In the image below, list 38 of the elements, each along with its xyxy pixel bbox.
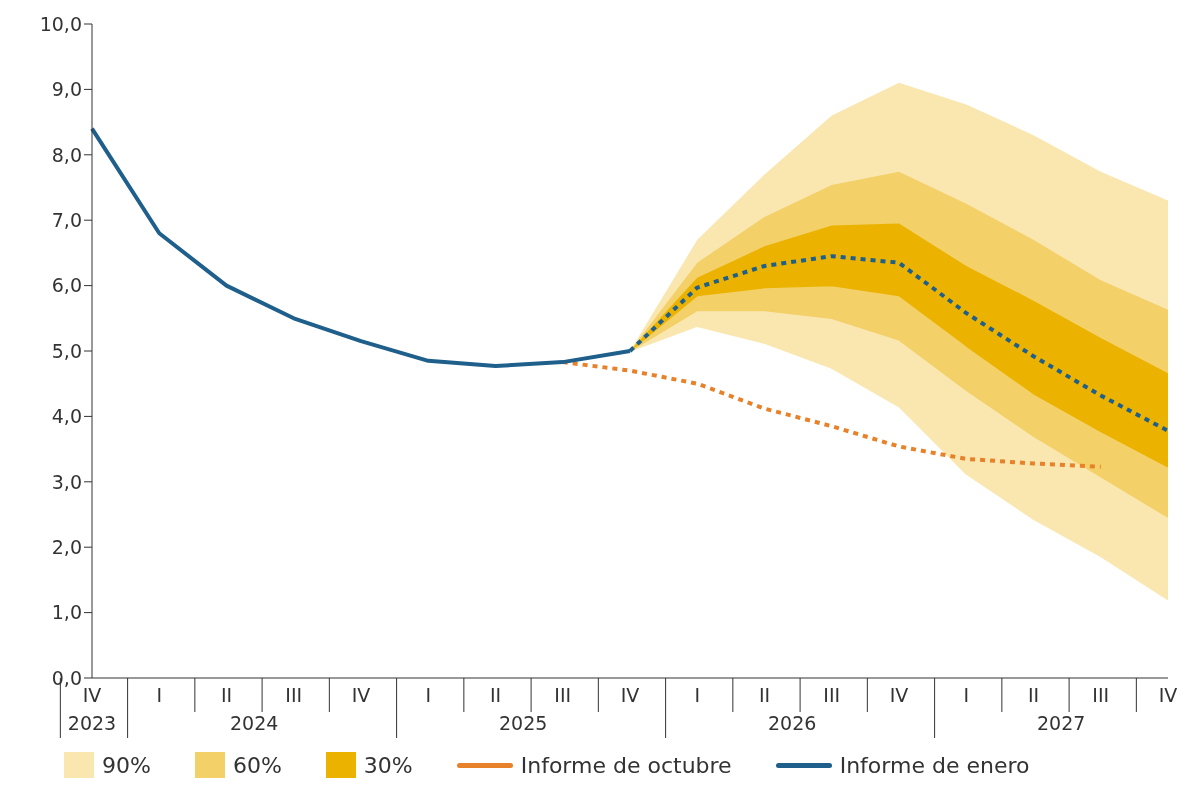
x-tick-label: IV <box>620 684 640 706</box>
legend-label: Informe de enero <box>839 752 1030 778</box>
y-tick-label: 10,0 <box>39 12 82 35</box>
x-tick-label: II <box>489 684 502 706</box>
y-tick-label: 5,0 <box>51 339 82 362</box>
x-tick-label: IV <box>889 684 909 706</box>
text: 2026 <box>768 712 817 734</box>
x-tick-label: IV <box>82 684 102 706</box>
y-tick-label: 8,0 <box>51 143 82 166</box>
legend-label: 60% <box>232 752 282 778</box>
legend-label: 30% <box>363 752 413 778</box>
x-tick-label: II <box>758 684 771 706</box>
x-tick-label: III <box>554 684 572 706</box>
text: 2025 <box>499 712 548 734</box>
y-tick-label: 4,0 <box>51 405 82 428</box>
legend-label: Informe de octubre <box>520 752 732 778</box>
x-tick-label: II <box>220 684 233 706</box>
x-tick-label: II <box>1027 684 1040 706</box>
y-tick-label: 0,0 <box>51 666 82 689</box>
y-tick-label: 1,0 <box>51 601 82 624</box>
y-tick-label: 3,0 <box>51 470 82 493</box>
x-tick-label: I <box>156 684 163 706</box>
text: 2024 <box>230 712 279 734</box>
x-tick-label: IV <box>351 684 371 706</box>
x-tick-label: I <box>963 684 970 706</box>
text: 2023 <box>67 712 117 734</box>
x-tick-label: I <box>425 684 432 706</box>
x-tick-label: III <box>1092 684 1110 706</box>
y-tick-label: 2,0 <box>51 535 82 558</box>
legend-label: 90% <box>102 752 151 778</box>
y-tick-label: 9,0 <box>51 78 82 101</box>
y-tick-label: 6,0 <box>51 274 82 297</box>
text: 2027 <box>1037 712 1086 734</box>
x-tick-label: IV <box>1158 684 1178 706</box>
x-tick-label: I <box>694 684 701 706</box>
x-tick-label: III <box>285 684 303 706</box>
x-tick-label: III <box>823 684 841 706</box>
y-tick-label: 7,0 <box>51 208 82 231</box>
